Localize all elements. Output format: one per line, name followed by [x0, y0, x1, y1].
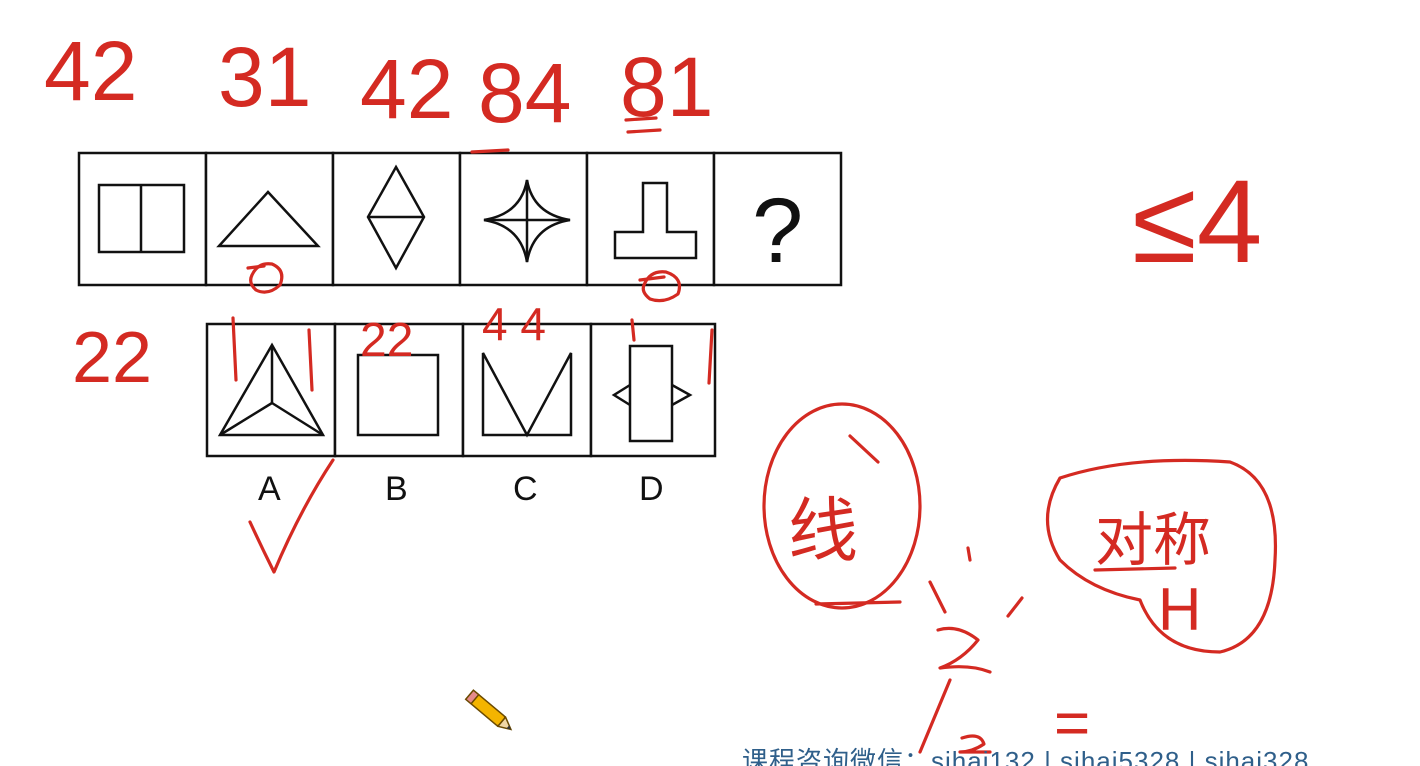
bubble-right-sub: H: [1158, 576, 1201, 643]
check-mark: [248, 458, 335, 574]
count-option-c: 4 4: [482, 298, 546, 350]
figure-m-shape: [481, 352, 573, 438]
count-cell-3: 42: [360, 42, 453, 136]
bubble-left: [762, 402, 922, 610]
option-label-d: D: [639, 470, 664, 508]
figure-t-shape: [613, 181, 698, 260]
stem-cell-3: [331, 151, 462, 287]
figure-four-point-star: [483, 179, 571, 263]
count-cell-2: 31: [218, 30, 311, 124]
bubble-right: [1045, 458, 1278, 654]
option-label-a: A: [258, 470, 281, 508]
count-cell-4: 84: [478, 46, 571, 140]
figure-diamond-split: [366, 164, 426, 271]
side-note: ≤4: [1132, 156, 1262, 288]
option-label-c: C: [513, 470, 538, 508]
option-label-b: B: [385, 470, 408, 508]
bubble-right-text: 对称: [1095, 508, 1211, 573]
footer-bar: 课程咨询微信：sihai132 | sihai5328 | sihai328: [0, 744, 1420, 766]
options-row: A B C D: [205, 322, 717, 508]
figure-two-squares: [97, 183, 186, 254]
question-mark: ?: [752, 180, 803, 282]
figure-square: [356, 353, 440, 437]
stem-cell-5: [585, 151, 716, 287]
option-cell-d[interactable]: [589, 322, 717, 458]
count-cell-1: 42: [44, 24, 137, 118]
stem-cell-6: [712, 151, 843, 287]
figure-triangle-center-lines: [217, 342, 326, 437]
pencil-cursor-icon: [464, 689, 513, 731]
bubble-left-text: 线: [788, 492, 858, 570]
stem-row: ?: [77, 151, 843, 287]
count-left: 22: [72, 318, 152, 398]
footer-contact-text: 课程咨询微信：sihai132 | sihai5328 | sihai328: [742, 746, 1310, 766]
handwritten-annotations: 42 31 42 84 81 22 22 4 4 ≤4 线: [44, 24, 1278, 758]
count-option-b: 22: [360, 314, 413, 367]
equals-mark: =: [1054, 689, 1090, 758]
figure-rect-side-triangles: [611, 344, 693, 443]
figure-triangle: [216, 190, 321, 248]
